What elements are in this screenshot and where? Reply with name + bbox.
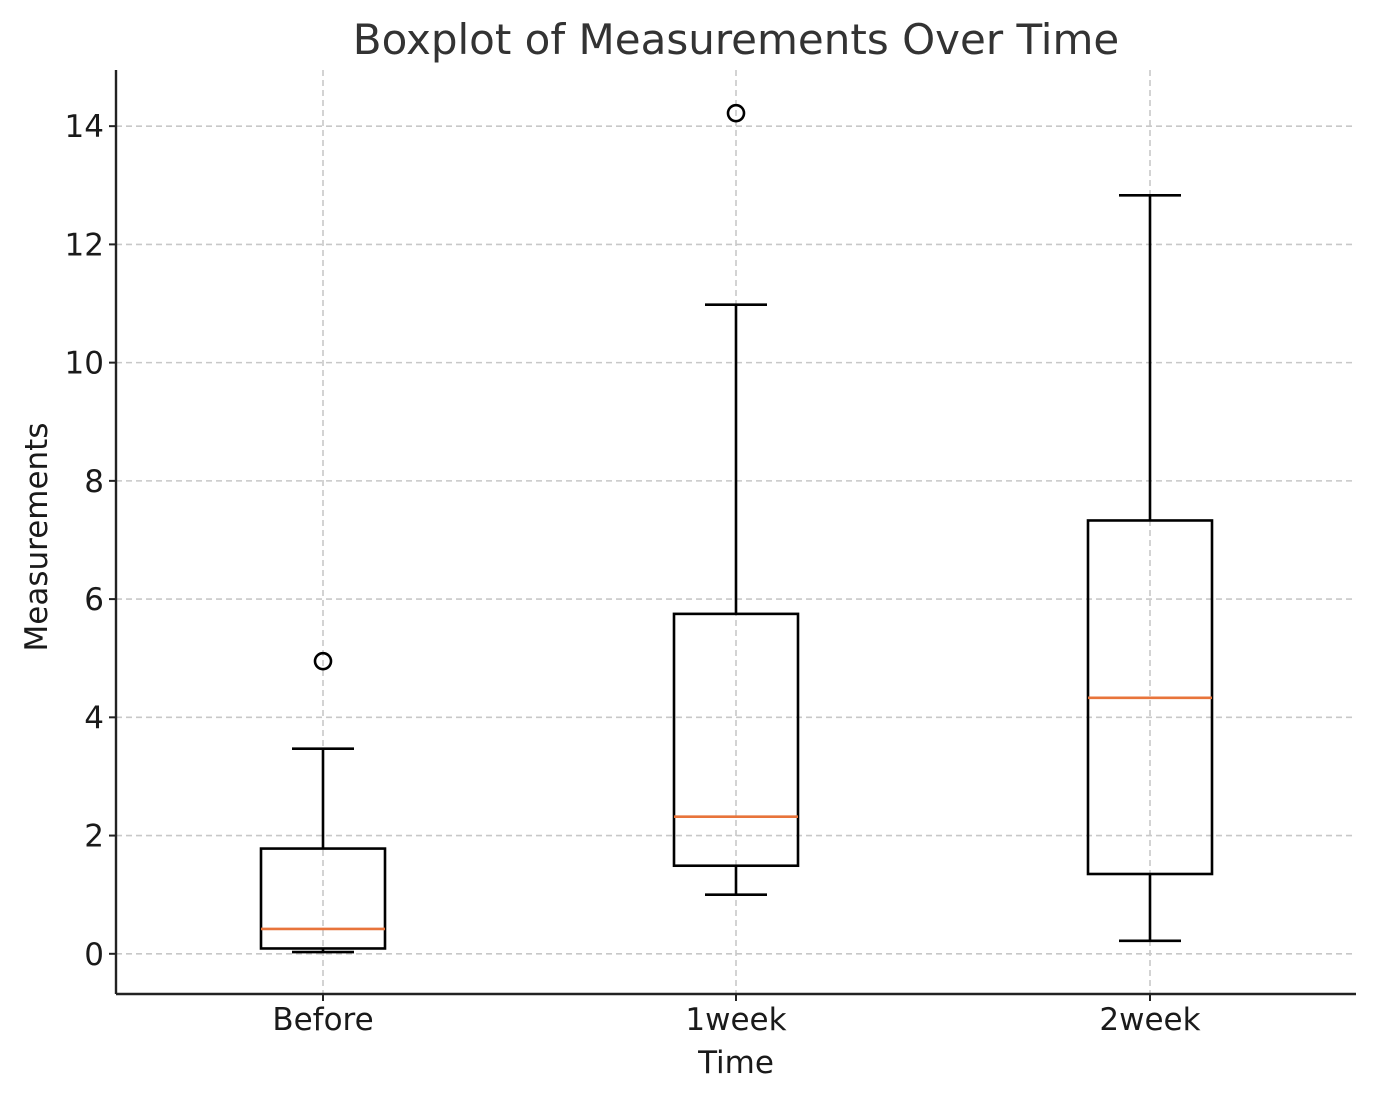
x-ticks: Before 1week 2week (272, 994, 1201, 1038)
y-axis-label: Measurements (19, 423, 55, 652)
chart-title: Boxplot of Measurements Over Time (353, 15, 1119, 64)
y-tick-label: 0 (84, 937, 104, 973)
x-axis-label: Time (697, 1045, 774, 1081)
y-tick-label: 10 (65, 346, 104, 382)
box (259, 847, 387, 950)
box (672, 612, 800, 868)
box-group-before (259, 651, 387, 954)
y-tick-label: 4 (84, 700, 104, 736)
y-tick-label: 8 (84, 464, 104, 500)
boxes (259, 103, 1214, 954)
y-tick-label: 6 (84, 582, 104, 618)
y-tick-label: 14 (65, 109, 104, 145)
box-group-1week (672, 103, 800, 896)
box-group-2week (1086, 194, 1214, 943)
y-tick-label: 12 (65, 227, 104, 263)
x-tick-label: 1week (685, 1002, 786, 1038)
y-ticks: 0 2 4 6 8 10 12 14 (65, 109, 116, 973)
outlier-point (313, 651, 333, 671)
x-tick-label: 2week (1099, 1002, 1200, 1038)
x-tick-label: Before (272, 1002, 373, 1038)
outlier-point (726, 103, 746, 123)
y-tick-label: 2 (84, 819, 104, 855)
